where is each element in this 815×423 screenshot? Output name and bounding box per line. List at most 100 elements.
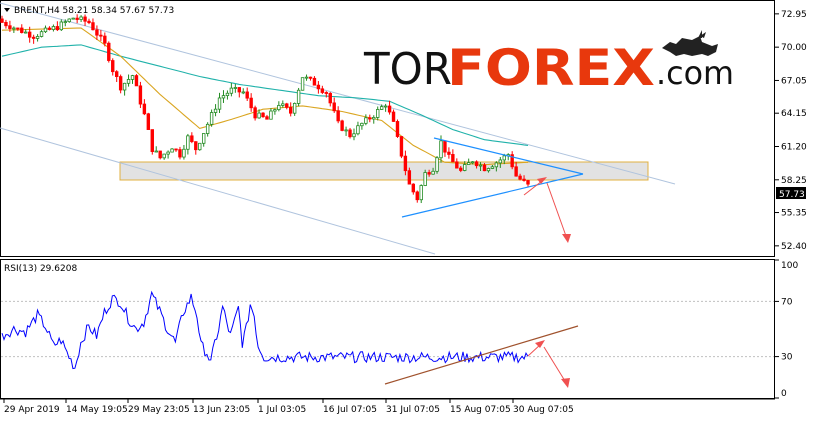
candle — [170, 148, 174, 153]
candle — [372, 115, 376, 124]
candle — [63, 19, 67, 27]
candle — [376, 106, 380, 121]
candle — [435, 156, 439, 174]
candle — [55, 21, 60, 32]
candle — [324, 91, 329, 98]
candle — [209, 109, 214, 127]
candle — [316, 81, 321, 94]
candle — [494, 161, 499, 172]
candle — [419, 184, 423, 204]
candle — [12, 26, 16, 33]
price-tick-label: 67.05 — [781, 76, 807, 86]
candle — [514, 161, 518, 177]
candle — [16, 27, 20, 31]
candle — [130, 74, 135, 84]
candle — [348, 127, 352, 139]
candle — [474, 160, 479, 169]
candle — [455, 158, 459, 169]
candle — [328, 92, 332, 107]
triangle-lower-line[interactable] — [401, 173, 584, 218]
bull-icon — [662, 30, 718, 56]
candle — [340, 119, 344, 132]
candle — [518, 173, 522, 181]
candle — [201, 133, 206, 147]
candle — [118, 74, 123, 94]
time-tick-label: 16 Jul 07:05 — [323, 405, 377, 415]
candle — [99, 29, 103, 41]
candle — [205, 122, 210, 137]
candle — [387, 100, 392, 115]
candle — [107, 41, 111, 63]
candle — [364, 114, 368, 126]
candle — [368, 114, 372, 123]
time-tick-label: 13 Jun 23:05 — [193, 405, 250, 415]
rsi-panel-border — [0, 259, 775, 399]
candle — [395, 119, 400, 138]
candle — [526, 179, 530, 187]
candle — [352, 128, 356, 141]
candle — [31, 34, 36, 44]
candle — [360, 122, 364, 130]
time-axis: 29 Apr 2019 14 May 19:05 29 May 23:05 13 Ju… — [3, 399, 574, 415]
candle — [111, 58, 115, 76]
candle — [24, 29, 28, 34]
candle — [8, 20, 12, 32]
candle — [273, 108, 277, 115]
candle — [261, 112, 265, 118]
candle — [103, 32, 107, 47]
candle — [51, 24, 56, 32]
candle — [114, 70, 119, 82]
price-tick-label: 64.15 — [781, 109, 807, 119]
candle — [423, 169, 427, 187]
price-tick-label: 61.20 — [781, 142, 807, 152]
candle — [190, 132, 194, 144]
candle — [498, 157, 503, 168]
forecast-down-arrowhead — [562, 234, 571, 243]
channel-upper-line[interactable] — [0, 2, 676, 185]
candle — [178, 146, 182, 160]
logo-forex-text: FOREX — [447, 39, 655, 97]
rsi-forecast-down-arrow — [543, 346, 566, 382]
channel-lower-line[interactable] — [0, 127, 436, 255]
time-tick-label: 31 Jul 07:05 — [386, 405, 440, 415]
candle — [459, 166, 463, 173]
rsi-forecast-down-arrowhead — [561, 378, 570, 388]
candle — [229, 82, 234, 97]
candle — [67, 18, 71, 23]
collapse-triangle-icon[interactable] — [4, 8, 10, 12]
candle — [35, 34, 40, 42]
candle — [4, 19, 8, 29]
candle — [463, 161, 467, 172]
candle — [150, 129, 154, 155]
triangle-upper-line[interactable] — [433, 137, 584, 175]
candle — [482, 163, 487, 172]
candle — [217, 92, 222, 114]
rsi-tick-label: 70 — [781, 297, 793, 307]
candle — [75, 14, 79, 24]
candle — [174, 148, 178, 152]
candle — [134, 74, 139, 87]
candle — [427, 169, 431, 177]
forecast-up-arrow — [523, 180, 543, 196]
candle — [20, 24, 24, 34]
rsi-tick-label: 100 — [781, 261, 798, 271]
candle — [225, 90, 230, 100]
symbol-header: BRENT,H4 58.21 58.34 57.67 57.73 — [14, 6, 174, 16]
torforex-logo: TOR FOREX .com — [363, 30, 734, 97]
candle — [336, 106, 340, 124]
candle — [269, 108, 273, 120]
rsi-series-line — [1, 290, 529, 370]
time-tick-label: 1 Jul 03:05 — [258, 405, 306, 415]
current-price-label: 57.73 — [779, 190, 805, 200]
candle — [281, 100, 285, 108]
candle — [478, 162, 483, 172]
candle — [312, 76, 317, 86]
candle — [47, 26, 52, 31]
candle — [407, 167, 412, 185]
rsi-tick-label: 0 — [781, 389, 787, 399]
candle — [213, 104, 218, 117]
candle — [332, 97, 336, 113]
rsi-trend-line[interactable] — [384, 325, 579, 385]
current-price-tag: 57.73 — [776, 187, 806, 200]
